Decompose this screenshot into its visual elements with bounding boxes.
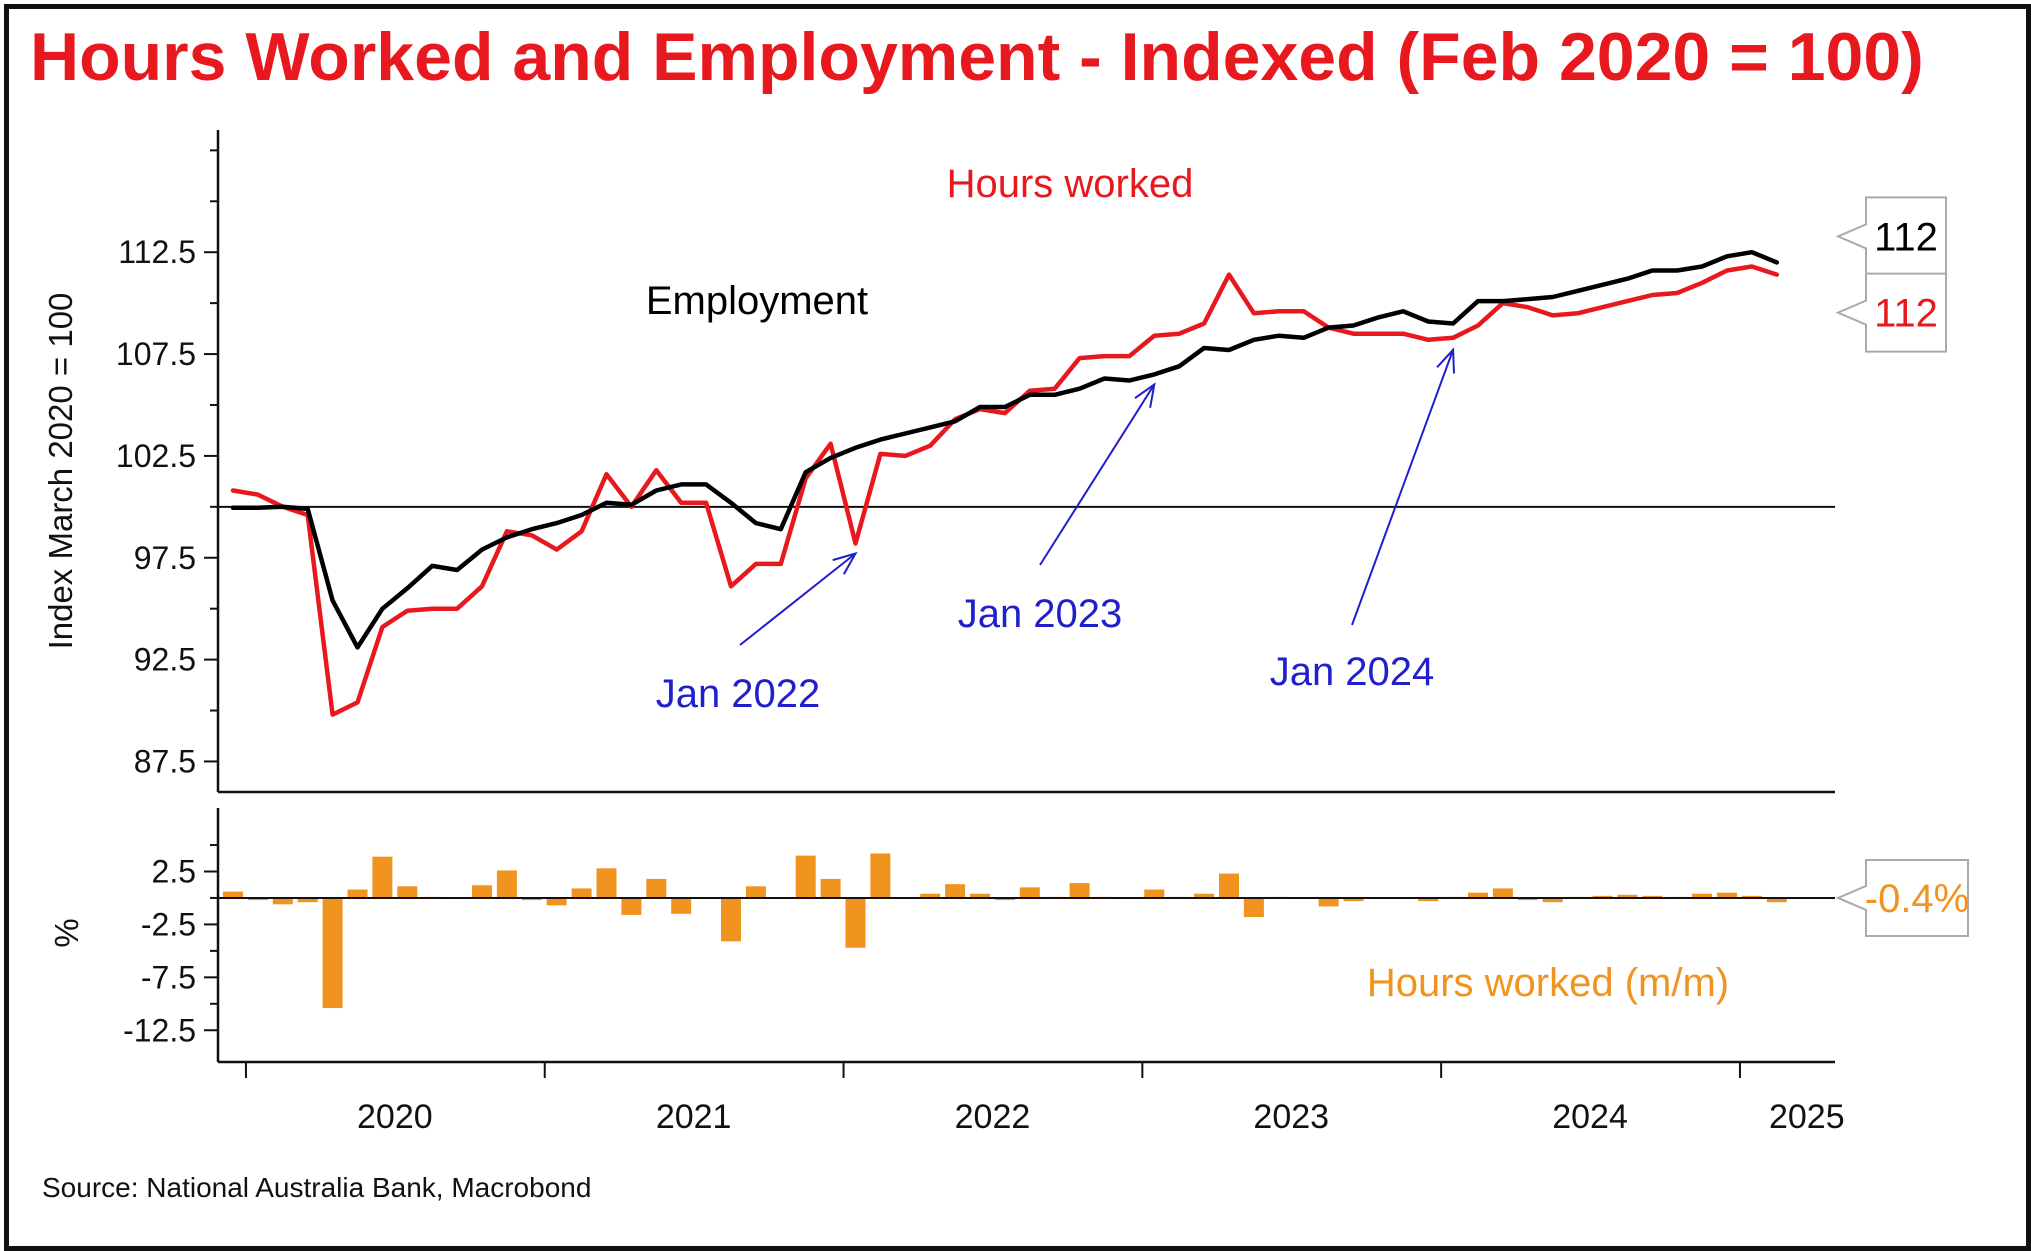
hours-worked-mm-bar — [1243, 897, 1264, 918]
annotation-arrowhead — [1134, 382, 1156, 409]
hours-worked-mm-bar — [1144, 889, 1165, 898]
x-tick-label: 2022 — [955, 1098, 1031, 1136]
hours-worked-mm-series-label: Hours worked (m/m) — [1367, 961, 1729, 1005]
x-tick-label: 2021 — [656, 1098, 732, 1136]
hours-worked-mm-bar — [994, 897, 1015, 901]
annotation-arrowhead — [832, 551, 858, 575]
hours-worked-mm-bar — [1219, 873, 1239, 898]
hours-worked-mm-bar — [1766, 897, 1787, 903]
y-tick-label: 102.5 — [116, 438, 196, 474]
hours-worked-mm-bar — [1318, 897, 1339, 907]
x-tick-label: 2020 — [357, 1098, 433, 1136]
hours-worked-mm-bar — [1692, 893, 1713, 898]
y-tick-label: 92.5 — [134, 642, 196, 678]
annotation-label: Jan 2022 — [656, 672, 821, 716]
hours-worked-mm-bar — [297, 897, 318, 903]
chart-title: Hours Worked and Employment - Indexed (F… — [30, 19, 1924, 95]
hours-worked-mm-end-label-box — [1835, 858, 1969, 937]
bottom-panel: 2.5 -2.5 -7.5 -12.5% 2020 2021 2022 2023 2024 202… — [48, 808, 1969, 1136]
hours-worked-mm-bar — [1343, 897, 1364, 902]
source-note: Source: National Australia Bank, Macrobo… — [42, 1172, 592, 1203]
employment-series-label: Employment — [646, 279, 868, 323]
top-panel: 87.5 92.5 97.5 102.5 107.5 112.5 Index March 2… — [42, 130, 1947, 794]
hours-worked-mm-bar — [1542, 897, 1563, 903]
hours-worked-mm-bar — [945, 884, 966, 898]
hours-worked-mm-bar — [721, 897, 741, 942]
hours-worked-mm-bar — [646, 878, 667, 898]
hours-worked-mm-bar — [1592, 895, 1613, 898]
hours-worked-mm-bar — [223, 891, 243, 898]
hours-worked-mm-bar — [521, 897, 542, 901]
hours-worked-mm-bar — [1468, 892, 1488, 898]
annotation-label: Jan 2024 — [1270, 650, 1435, 694]
hours-worked-mm-bar — [1717, 892, 1737, 898]
hours-worked-mm-bar — [1069, 883, 1090, 898]
hours-worked-mm-bar — [247, 897, 268, 901]
x-tick-label: 2023 — [1253, 1098, 1329, 1136]
hours-worked-mm-bar — [1517, 897, 1538, 901]
hours-worked-mm-bar — [671, 897, 692, 914]
annotation-arrow — [1351, 349, 1455, 626]
annotation-arrow — [1039, 383, 1156, 566]
hours-worked-mm-bar — [472, 885, 492, 898]
hours-worked-mm-bar — [1642, 895, 1663, 898]
annotation-arrowhead — [1436, 347, 1455, 374]
hours-worked-mm-bar — [596, 868, 617, 898]
hours-worked-mm-bar — [920, 893, 941, 898]
hours-worked-end-label-box — [1835, 272, 1947, 353]
x-tick-label: 2024 — [1552, 1098, 1628, 1136]
hours-worked-mm-bar — [745, 886, 766, 898]
chart-frame — [4, 4, 2031, 1251]
y-tick-label: 112.5 — [118, 234, 196, 270]
hours-worked-mm-bar — [1492, 888, 1513, 898]
hours-worked-mm-bar — [845, 897, 866, 948]
y-tick-label: -2.5 — [141, 906, 196, 942]
hours-worked-mm-bar — [870, 853, 891, 898]
hours-worked-mm-bar — [820, 878, 841, 898]
hours-worked-mm-bar — [571, 888, 592, 898]
hours-worked-mm-bar — [1418, 897, 1439, 902]
hours-worked-mm-bar — [1617, 894, 1638, 898]
hours-worked-mm-bar — [546, 897, 567, 906]
y-tick-label: -12.5 — [123, 1012, 196, 1048]
hours-worked-line — [230, 264, 1780, 717]
y-tick-label: 87.5 — [134, 743, 196, 779]
hours-worked-mm-bar — [1194, 893, 1215, 898]
hours-worked-series-label: Hours worked — [947, 162, 1194, 206]
y-axis-label: Index March 2020 = 100 — [42, 293, 79, 650]
hours-worked-mm-end-label: -0.4% — [1865, 877, 1970, 921]
employment-end-label-box — [1835, 196, 1947, 277]
hours-worked-mm-bar — [347, 889, 368, 898]
hours-worked-end-label: 112 — [1874, 292, 1938, 336]
employment-line — [230, 249, 1780, 650]
hours-worked-mm-bar — [970, 893, 990, 898]
hours-worked-mm-bar — [795, 855, 816, 898]
hours-worked-mm-bar — [372, 856, 393, 898]
hours-worked-mm-bar — [496, 870, 517, 898]
hours-worked-mm-bar — [397, 886, 418, 898]
y-tick-label: -7.5 — [141, 959, 196, 995]
y-tick-label: 97.5 — [134, 540, 196, 576]
y-axis-label: % — [48, 918, 85, 947]
hours-worked-mm-bar — [322, 897, 343, 1009]
annotation-label: Jan 2023 — [958, 592, 1123, 636]
annotation-arrow — [739, 552, 857, 646]
x-tick-label: 2025 — [1769, 1098, 1845, 1136]
employment-end-label: 112 — [1874, 215, 1938, 259]
y-tick-label: 107.5 — [116, 336, 196, 372]
hours-worked-mm-bar — [272, 897, 293, 905]
y-tick-label: 2.5 — [152, 854, 196, 890]
hours-worked-mm-bar — [1019, 887, 1040, 898]
hours-worked-mm-bar — [1741, 895, 1762, 898]
hours-worked-mm-bar — [621, 897, 642, 915]
